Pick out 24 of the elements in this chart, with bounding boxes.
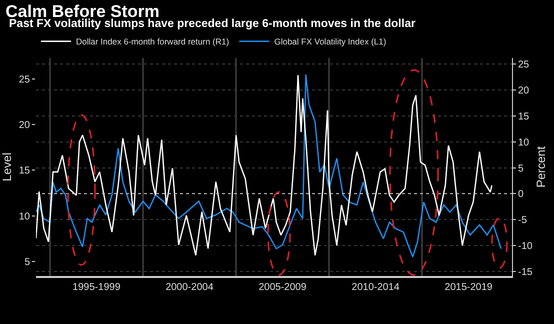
y2-tick-label: 0	[518, 189, 524, 200]
legend-label: Dollar Index 6-month forward return (R1)	[76, 36, 230, 47]
y2-tick-label: 25	[518, 60, 530, 71]
y-tick-label: 5	[24, 256, 30, 268]
y2-tick-label: -10	[518, 240, 533, 252]
y2-tick-label: 20	[518, 86, 530, 97]
y2-tick-label: 10	[518, 137, 530, 148]
chart-subtitle: Past FX volatility slumps have preceded large 6-month moves in the dollar	[9, 18, 416, 30]
y2-tick-label: -15	[518, 266, 533, 278]
y2-tick-label: 5	[518, 163, 524, 174]
y-tick-label: 10	[18, 211, 30, 222]
y-tick-label: 20	[18, 120, 30, 132]
y-tick-label: 15	[18, 166, 30, 177]
y2-tick-label: 15	[518, 112, 530, 122]
legend-label: Global FX Volatility Index (L1)	[274, 36, 386, 47]
x-tick-label: 2015-2019	[444, 282, 493, 293]
x-tick-label: 1995-1999	[72, 282, 121, 293]
y2-axis-title: Percent	[534, 146, 548, 188]
y-tick-label: 25	[18, 74, 30, 86]
x-tick-label: 2010-2014	[352, 282, 400, 293]
y-axis-title: Level	[0, 152, 14, 182]
x-tick-label: 2000-2004	[166, 282, 214, 293]
y2-tick-label: -5	[518, 215, 528, 226]
x-tick-label: 2005-2009	[258, 282, 307, 293]
